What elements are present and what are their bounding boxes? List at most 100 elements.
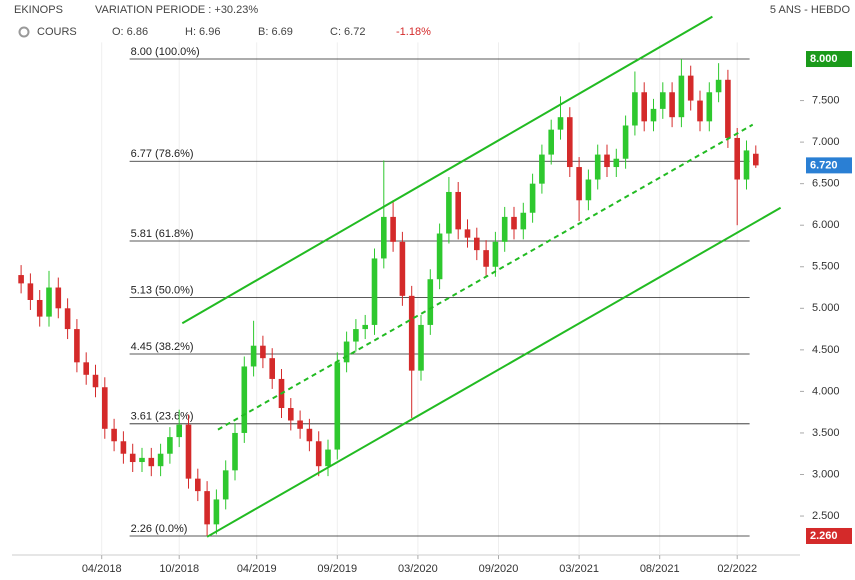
fib-label: 2.26 (0.0%) [131,523,188,535]
candle-body [176,424,182,438]
x-tick-label: 02/2022 [717,563,757,575]
candle-body [36,299,43,317]
series-label: COURS [37,26,77,38]
close-value: C: 6.72 [330,26,365,38]
candle-body [74,329,80,363]
candle-body [381,216,387,259]
trend-line [217,123,754,431]
y-tick-label: 2.500 [812,510,840,522]
y-tick-label: 4.500 [812,344,840,356]
candle-body [687,75,694,101]
candle-body [604,154,610,168]
trend-line [206,206,782,538]
x-tick-label: 08/2021 [640,563,680,575]
candle-body [632,92,638,126]
y-tick-label: 4.000 [812,385,840,397]
candle-body [557,117,564,130]
candle-body [715,79,722,93]
period: 5 ANS - HEBDO [770,4,851,16]
open-value: O: 6.86 [112,26,148,38]
y-tick-label: 3.000 [812,468,840,480]
candle-body [501,216,508,242]
candle-body [418,324,424,371]
candle-body [622,125,629,159]
fib-label: 3.61 (23.6%) [131,411,194,423]
candle-body [464,229,471,238]
candle-body [436,233,443,280]
fib-label: 5.13 (50.0%) [131,284,194,296]
candle-body [594,154,601,180]
candle-body [529,183,536,213]
candle-body [678,75,685,118]
candle-body [55,287,62,309]
stock-name: EKINOPS [14,4,63,16]
fib-label: 5.81 (61.8%) [131,228,194,240]
candle-body [325,449,331,467]
trend-line [181,15,713,325]
candle-body [129,453,136,463]
candle-body [520,212,527,230]
candle-body [195,478,201,492]
candle-body [483,250,489,267]
candle-body [585,179,592,201]
price-badge-label: 2.260 [810,530,838,542]
fib-label: 4.45 (38.2%) [131,341,194,353]
y-tick-label: 7.500 [812,94,840,106]
candle-body [427,279,434,325]
candle-body [250,345,257,367]
x-tick-label: 03/2021 [559,563,599,575]
candle-body [157,453,164,467]
candle-body [222,470,229,500]
candle-body [753,153,759,166]
y-tick-label: 6.500 [812,178,840,190]
candle-body [576,167,582,201]
y-tick-label: 5.000 [812,302,840,314]
candle-body [315,441,322,467]
candle-body [353,329,359,342]
candle-body [641,92,647,122]
x-tick-label: 09/2019 [317,563,357,575]
candle-body [511,216,517,230]
candle-body [102,387,108,429]
candle-body [650,108,657,122]
y-tick-label: 3.500 [812,427,840,439]
candle-body [660,92,666,109]
x-tick-label: 03/2020 [398,563,438,575]
candle-body [706,92,713,122]
variation: VARIATION PERIODE : +30.23% [95,4,258,16]
candle-body [260,345,266,359]
candle-body [148,457,155,467]
price-badge [806,51,852,68]
price-badge-label: 8.000 [810,53,838,65]
candle-body [343,341,350,363]
price-badge [806,157,852,174]
candle-body [46,287,52,317]
change-value: -1.18% [396,26,431,38]
candle-body [92,374,99,388]
settings-icon[interactable] [18,26,30,38]
high-value: H: 6.96 [185,26,220,38]
candle-body [390,216,396,242]
x-tick-label: 04/2019 [237,563,277,575]
candle-body [539,154,545,184]
y-tick-label: 7.000 [812,136,840,148]
candle-body [697,100,703,122]
candle-body [371,258,378,325]
candle-body [167,437,173,454]
candle-body [743,150,750,180]
low-value: B: 6.69 [258,26,293,38]
candle-body [297,420,303,429]
candle-body [408,295,415,371]
candle-body [213,499,220,525]
candle-body [241,366,248,433]
candle-body [613,158,620,168]
candle-body [362,324,368,330]
candle-body [18,275,24,284]
candle-body [734,137,740,180]
candle-body [455,191,461,230]
candle-body [185,424,192,479]
candle-body [669,92,675,118]
candle-body [83,362,89,375]
candle-body [474,237,480,251]
